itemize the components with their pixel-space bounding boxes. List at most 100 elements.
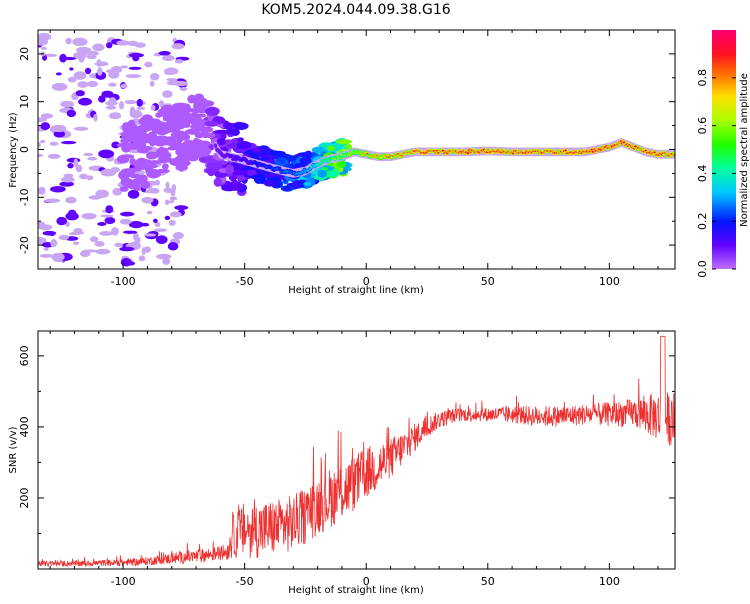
spectrogram-noise-blob [69, 67, 74, 71]
spectrogram-cloud-blob [188, 152, 196, 162]
spectrogram-cloud-blob [216, 137, 226, 146]
spectrogram-noise-blob [50, 124, 67, 133]
spectrogram-noise-blob [66, 157, 81, 163]
spectrogram-noise-blob [138, 255, 146, 262]
spectrogram-noise-blob [87, 156, 98, 161]
spectrogram-noise-blob [82, 249, 98, 253]
spectrogram-noise-blob [129, 110, 143, 119]
spectrogram-noise-blob [67, 76, 77, 83]
spectrogram-ridge-core [634, 145, 638, 148]
spectrogram-noise-blob [155, 179, 160, 186]
spectrogram-noise-blob [78, 97, 93, 106]
spectrogram-noise-blob [132, 54, 140, 62]
spectrogram-noise-blob [40, 113, 53, 119]
spectrogram-cloud-blob [139, 158, 152, 167]
spectrogram-cloud-blob [263, 180, 276, 187]
spectrogram-noise-blob [58, 234, 70, 241]
spectrogram-noise-blob [77, 81, 89, 88]
spectrogram-noise-blob [38, 37, 49, 46]
spectrogram-cloud-blob [205, 132, 216, 139]
spectrogram-noise-blob [56, 216, 67, 226]
spectrogram-cloud-blob [156, 123, 171, 131]
spectrogram-noise-blob [38, 117, 47, 122]
spectrogram-noise-blob [150, 104, 156, 111]
spectrogram-cloud-blob [168, 118, 177, 129]
spectrogram-noise-blob [111, 227, 119, 236]
spectrogram-noise-blob [119, 218, 132, 225]
spectrogram-noise-blob [66, 109, 77, 118]
spectrogram-noise-blob [65, 196, 77, 204]
spectrogram-noise-blob [164, 70, 174, 75]
spectrogram-cloud-blob [186, 115, 197, 123]
spectrogram-x-tick-label: -50 [236, 275, 254, 288]
spectrogram-noise-blob [149, 73, 160, 81]
spectrogram-noise-blob [40, 122, 51, 131]
spectrogram-cloud-blob [231, 171, 248, 176]
spectrogram-noise-blob [51, 252, 65, 262]
spectrogram-noise-blob [87, 80, 98, 88]
spectrogram-noise-blob [38, 186, 46, 195]
spectrogram-x-tick-label: 0 [363, 275, 370, 288]
spectrogram-noise-blob [53, 130, 66, 138]
colorbar-gradient [712, 30, 736, 269]
spectrogram-cloud-blob [267, 172, 276, 178]
spectrogram-cloud-blob [169, 104, 186, 115]
spectrogram-noise-blob [169, 196, 178, 201]
spectrogram-noise-blob [118, 100, 124, 110]
spectrogram-noise-blob [120, 211, 135, 217]
spectrogram-cloud-blob [254, 178, 264, 184]
spectrogram-noise-blob [127, 189, 140, 199]
spectrogram-noise-blob [75, 90, 85, 97]
spectrogram-cloud-blob [170, 142, 186, 151]
spectrogram-cloud-blob [225, 128, 239, 136]
spectrogram-noise-blob [120, 83, 128, 89]
spectrogram-cloud-blob [276, 157, 286, 165]
spectrogram-noise-blob [84, 67, 92, 75]
spectrogram-noise-blob [96, 59, 102, 67]
spectrogram-noise-blob [44, 198, 61, 203]
spectrogram-noise-blob [97, 67, 103, 76]
spectrogram-cloud-blob [120, 168, 136, 176]
spectrogram-cloud-blob [207, 167, 216, 177]
spectrogram-cloud-blob [141, 114, 154, 125]
spectrogram-cloud-blob [267, 150, 280, 156]
spectrogram-noise-blob [125, 74, 142, 79]
spectrogram-noise-blob [73, 228, 83, 234]
spectrogram-cloud-blob [158, 146, 166, 155]
spectrogram-cloud-blob [299, 156, 312, 165]
spectrogram-noise-blob [124, 99, 138, 105]
spectrogram-noise-blob [169, 211, 182, 218]
spectrogram-noise-blob [128, 66, 142, 70]
spectrogram-noise-blob [143, 246, 151, 253]
spectrogram-ridge-core [400, 154, 404, 157]
spectrogram-cloud-blob [237, 137, 244, 142]
spectrogram-y-tick-label: 10 [18, 95, 31, 109]
spectrogram-noise-blob [147, 187, 156, 194]
spectrogram-noise-blob [108, 82, 117, 87]
snr-x-tick-label: -50 [236, 575, 254, 588]
spectrogram-noise-blob [43, 53, 57, 57]
spectrogram-ridge-core [564, 149, 567, 152]
spectrogram-cloud-blob [246, 169, 257, 177]
snr-x-tick-label: 50 [481, 575, 495, 588]
spectrogram-cloud-blob [224, 139, 233, 145]
spectrogram-cloud-blob [170, 132, 178, 138]
spectrogram-noise-blob [162, 90, 173, 98]
colorbar-tick-label: 0.6 [696, 117, 709, 135]
spectrogram-noise-blob [76, 46, 92, 54]
snr-panel: -100 -50 0 50 100 200 400 600 Height of straig… [8, 330, 676, 596]
spectrogram-cloud-blob [155, 112, 163, 118]
spectrogram-noise-blob [127, 40, 139, 46]
spectrogram-cloud-blob [129, 133, 141, 143]
spectrogram-noise-blob [100, 214, 114, 218]
spectrogram-noise-blob [81, 212, 97, 220]
spectrogram-noise-blob [99, 231, 114, 236]
spectrogram-noise-blob [43, 247, 49, 251]
spectrogram-cloud-blob [213, 129, 230, 135]
spectrogram-cloud-blob [162, 156, 173, 163]
spectrogram-cloud-blob [162, 107, 170, 117]
spectrogram-cloud-blob [135, 142, 147, 149]
spectrogram-noise-blob [94, 241, 105, 247]
spectrogram-cloud-blob [162, 163, 169, 170]
spectrogram-noise-blob [75, 164, 83, 173]
